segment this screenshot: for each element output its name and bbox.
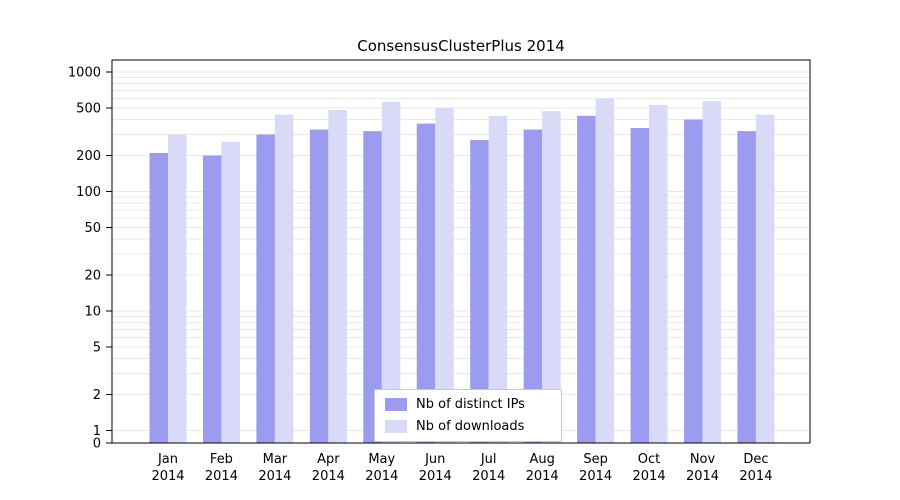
bar-nb-of-downloads-jan-2014 <box>168 134 187 443</box>
x-tick-label-month: Aug <box>529 452 554 467</box>
bar-nb-of-downloads-oct-2014 <box>649 104 668 443</box>
x-tick-label-month: Apr <box>317 452 340 467</box>
plot-border <box>111 59 811 444</box>
legend-label-distinct-ips: Nb of distinct IPs <box>416 397 525 412</box>
bar-nb-of-downloads-mar-2014 <box>274 114 294 443</box>
bar-nb-of-distinct-ips-feb-2014 <box>202 155 222 443</box>
bar-nb-of-distinct-ips-aug-2014 <box>523 129 543 443</box>
x-tick-label-year: 2014 <box>579 469 612 484</box>
legend-label-downloads: Nb of downloads <box>416 419 525 434</box>
bar-nb-of-distinct-ips-apr-2014 <box>309 129 329 443</box>
x-tick-label-year: 2014 <box>739 469 772 484</box>
bar-nb-of-downloads-apr-2014 <box>328 110 347 443</box>
y-tick-label: 1 <box>93 424 101 439</box>
y-tick-label: 20 <box>84 269 101 284</box>
x-tick-label-month: Jul <box>480 452 497 467</box>
x-tick-label-year: 2014 <box>205 469 238 484</box>
x-tick-label-month: Sep <box>583 452 608 467</box>
x-tick-label-month: May <box>368 452 395 467</box>
x-tick-label-month: Feb <box>210 452 233 467</box>
y-tick-label: 5 <box>93 340 101 355</box>
y-tick-label: 100 <box>76 185 101 200</box>
legend-swatch-downloads <box>385 420 407 433</box>
bar-nb-of-downloads-nov-2014 <box>702 101 721 443</box>
x-tick-label-month: Jan <box>157 452 178 467</box>
bar-nb-of-downloads-sep-2014 <box>595 98 615 443</box>
x-tick-label-year: 2014 <box>686 469 719 484</box>
chart-title: ConsensusClusterPlus 2014 <box>357 37 565 55</box>
bar-nb-of-distinct-ips-sep-2014 <box>577 115 596 443</box>
x-tick-label-year: 2014 <box>472 469 505 484</box>
bar-nb-of-distinct-ips-jul-2014 <box>470 139 489 443</box>
x-tick-label-year: 2014 <box>151 469 184 484</box>
bar-nb-of-distinct-ips-mar-2014 <box>256 134 275 443</box>
bar-nb-of-distinct-ips-oct-2014 <box>630 127 650 443</box>
x-tick-label-year: 2014 <box>312 469 345 484</box>
x-tick-label-year: 2014 <box>258 469 291 484</box>
bar-nb-of-distinct-ips-nov-2014 <box>684 119 703 443</box>
bar-nb-of-distinct-ips-may-2014 <box>363 131 382 443</box>
x-tick-label-year: 2014 <box>526 469 559 484</box>
x-tick-label-month: Nov <box>690 452 716 467</box>
x-tick-label-month: Mar <box>263 452 288 467</box>
bar-nb-of-downloads-aug-2014 <box>542 111 561 444</box>
bar-nb-of-downloads-jul-2014 <box>488 115 508 443</box>
x-tick-label-year: 2014 <box>365 469 398 484</box>
y-tick-label: 10 <box>84 305 101 320</box>
legend: Nb of distinct IPs Nb of downloads <box>374 389 562 442</box>
y-tick-label: 1000 <box>68 66 101 81</box>
bar-nb-of-downloads-may-2014 <box>381 102 401 444</box>
x-tick-label-year: 2014 <box>633 469 666 484</box>
y-tick-label: 50 <box>84 221 101 236</box>
legend-swatch-distinct-ips <box>385 398 407 411</box>
legend-item-downloads: Nb of downloads <box>385 419 551 434</box>
x-tick-label-month: Jun <box>424 452 445 467</box>
bar-nb-of-distinct-ips-jun-2014 <box>416 123 436 444</box>
y-tick-label: 200 <box>76 149 101 164</box>
y-tick-label: 500 <box>76 101 101 116</box>
bar-nb-of-distinct-ips-jan-2014 <box>149 152 168 443</box>
bar-nb-of-downloads-feb-2014 <box>221 141 240 443</box>
x-tick-label-month: Dec <box>743 452 768 467</box>
bar-nb-of-downloads-jun-2014 <box>435 107 454 443</box>
legend-item-distinct-ips: Nb of distinct IPs <box>385 397 551 412</box>
bar-nb-of-downloads-dec-2014 <box>755 114 775 443</box>
y-tick-label: 2 <box>93 388 101 403</box>
x-tick-label-year: 2014 <box>419 469 452 484</box>
y-tick-label: 0 <box>93 437 101 452</box>
bar-nb-of-distinct-ips-dec-2014 <box>737 131 756 443</box>
x-tick-label-month: Oct <box>638 452 660 467</box>
